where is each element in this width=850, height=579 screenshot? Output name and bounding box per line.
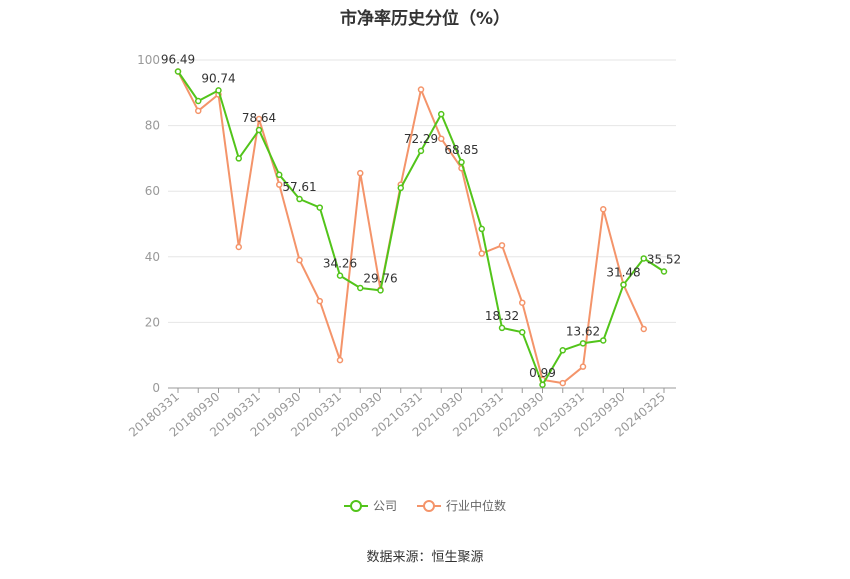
data-point-company <box>397 184 404 192</box>
data-point-company <box>255 126 263 134</box>
data-point-industry-median <box>640 325 647 333</box>
data-point-industry-median <box>316 297 323 305</box>
data-point-company <box>660 268 668 275</box>
legend-item-industry-median[interactable]: 行业中位数 <box>417 497 506 514</box>
data-label: 96.49 <box>161 53 195 67</box>
legend-marker-icon <box>343 499 368 513</box>
legend-label-company: 公司 <box>372 499 397 513</box>
legend-label-industry-median: 行业中位数 <box>446 499 507 513</box>
data-point-company <box>316 204 323 211</box>
data-point-industry-median <box>438 135 445 142</box>
data-point-industry-median <box>235 243 242 251</box>
data-label: 72.29 <box>404 132 438 146</box>
y-tick-label: 100 <box>137 53 160 67</box>
y-tick-label: 20 <box>145 315 160 329</box>
data-point-company <box>579 340 587 347</box>
data-point-company <box>539 381 546 389</box>
data-label: 57.61 <box>282 180 316 194</box>
data-point-industry-median <box>195 107 202 115</box>
data-point-company <box>417 147 425 155</box>
data-point-company <box>377 287 384 294</box>
data-point-industry-median <box>559 379 566 387</box>
y-tick-label: 80 <box>145 119 160 133</box>
data-point-industry-median <box>579 363 587 370</box>
data-point-company <box>498 324 506 332</box>
data-label: 35.52 <box>647 252 681 266</box>
data-point-industry-median <box>519 299 526 306</box>
data-point-company <box>357 284 364 292</box>
data-label: 18.32 <box>485 309 519 323</box>
data-point-company <box>215 87 222 94</box>
data-point-company <box>600 337 607 344</box>
data-point-company <box>296 195 303 203</box>
data-point-company <box>195 97 202 105</box>
data-point-company <box>478 225 485 233</box>
data-label: 90.74 <box>201 71 235 85</box>
data-label: 34.26 <box>323 257 357 271</box>
data-point-industry-median <box>357 169 364 177</box>
legend-marker-icon <box>417 499 441 513</box>
data-label: 31.48 <box>606 266 640 280</box>
chart-title: 市净率历史分位（%） <box>339 9 511 29</box>
data-point-company <box>235 155 242 162</box>
data-source: 数据来源：恒生聚源 <box>366 550 484 565</box>
data-point-company <box>276 171 283 179</box>
data-point-industry-median <box>417 86 425 93</box>
data-point-company <box>458 158 465 166</box>
data-point-industry-median <box>478 250 485 257</box>
data-point-industry-median <box>600 205 607 213</box>
data-label: 29.76 <box>363 271 397 285</box>
data-point-industry-median <box>276 181 283 188</box>
data-point-industry-median <box>336 356 344 364</box>
y-tick-label: 40 <box>145 250 160 264</box>
data-label: 13.62 <box>566 324 600 338</box>
data-label: 68.85 <box>444 143 478 157</box>
data-label: 0.99 <box>529 366 556 380</box>
data-point-industry-median <box>255 115 263 123</box>
data-point-industry-median <box>296 256 303 264</box>
data-point-company <box>620 281 627 288</box>
data-point-company <box>559 347 566 354</box>
data-point-company <box>640 255 647 262</box>
y-tick-label: 0 <box>152 381 160 395</box>
series-line-industry-median <box>177 71 645 385</box>
legend: 公司 行业中位数 <box>0 497 850 514</box>
data-point-industry-median <box>498 242 506 249</box>
data-point-company <box>336 272 344 279</box>
y-tick-label: 60 <box>145 184 160 198</box>
data-label: 78.64 <box>242 111 276 125</box>
data-point-company <box>174 68 182 75</box>
legend-item-company[interactable]: 公司 <box>343 497 397 514</box>
data-point-company <box>519 328 526 336</box>
data-point-company <box>438 110 445 118</box>
